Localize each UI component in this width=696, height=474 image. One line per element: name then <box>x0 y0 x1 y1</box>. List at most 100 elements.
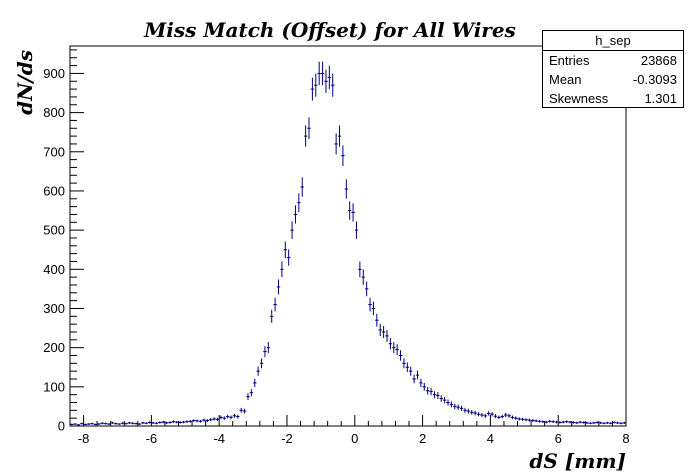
data-point <box>310 77 315 101</box>
data-point <box>371 301 376 316</box>
data-point <box>497 415 501 420</box>
data-point <box>141 421 145 424</box>
x-tick-label: 6 <box>555 431 562 446</box>
data-point <box>239 407 243 413</box>
data-point <box>198 419 203 423</box>
data-point <box>259 358 264 369</box>
data-point <box>409 366 413 376</box>
data-point <box>181 420 186 424</box>
data-point <box>544 420 549 424</box>
data-point <box>490 412 494 417</box>
data-point <box>205 419 209 422</box>
data-point <box>453 403 457 410</box>
data-point <box>527 418 532 422</box>
data-point <box>232 413 237 418</box>
data-point <box>175 420 179 424</box>
data-point <box>602 422 606 425</box>
data-point <box>520 417 525 421</box>
data-point <box>354 221 359 239</box>
x-tick-label: 4 <box>487 431 494 446</box>
stats-value: 23868 <box>640 53 677 68</box>
data-point <box>100 422 104 425</box>
data-point <box>76 424 81 426</box>
data-point <box>93 423 98 426</box>
data-point <box>554 420 559 424</box>
data-point <box>564 420 569 423</box>
y-tick-label: 500 <box>43 223 65 238</box>
data-point <box>178 421 182 424</box>
x-tick-label: -4 <box>213 431 225 446</box>
data-point <box>432 391 437 399</box>
data-point <box>219 415 223 420</box>
data-point <box>120 422 125 425</box>
data-points <box>70 61 626 426</box>
data-point <box>225 414 230 419</box>
data-point <box>246 393 250 401</box>
data-point <box>381 325 386 339</box>
data-point <box>314 73 318 97</box>
data-point <box>131 422 135 425</box>
data-point <box>534 419 538 423</box>
data-point <box>541 420 545 423</box>
data-point <box>273 297 277 312</box>
data-point <box>412 374 416 384</box>
data-point <box>283 241 287 259</box>
data-point <box>503 412 508 418</box>
data-point <box>303 125 308 147</box>
y-tick-label: 100 <box>43 379 65 394</box>
stats-label: Mean <box>549 72 582 87</box>
x-axis-label: dS [mm] <box>529 449 626 473</box>
data-point <box>612 421 616 424</box>
data-point <box>531 419 535 422</box>
data-point <box>398 350 403 361</box>
data-point <box>300 177 304 197</box>
data-point <box>307 117 311 140</box>
data-point <box>256 366 260 376</box>
y-tick-label: 200 <box>43 340 65 355</box>
data-point <box>568 420 572 424</box>
data-point <box>124 422 128 425</box>
data-point <box>436 391 440 399</box>
data-point <box>368 297 372 312</box>
data-point <box>158 421 162 424</box>
data-point <box>97 423 101 425</box>
stats-title: h_sep <box>543 31 683 51</box>
data-point <box>551 420 555 423</box>
stats-row-mean: Mean -0.3093 <box>543 70 683 89</box>
data-point <box>480 412 484 418</box>
x-tick-label: 8 <box>622 431 629 446</box>
data-point <box>561 420 565 424</box>
data-point <box>558 421 562 424</box>
data-point <box>185 420 189 423</box>
data-point <box>615 421 620 424</box>
data-point <box>253 378 257 388</box>
data-point <box>192 419 196 422</box>
data-point <box>327 65 332 90</box>
stats-value: 1.301 <box>644 91 677 106</box>
data-point <box>215 417 220 421</box>
data-point <box>487 411 491 416</box>
data-point <box>114 422 118 425</box>
data-point <box>507 413 511 418</box>
data-point <box>117 423 121 425</box>
stats-label: Skewness <box>549 91 609 106</box>
data-point <box>127 421 132 424</box>
data-point <box>500 414 504 419</box>
data-point <box>151 421 155 424</box>
data-point <box>463 407 467 413</box>
data-point <box>337 125 342 147</box>
data-point <box>90 422 94 425</box>
data-point <box>476 412 481 417</box>
data-point <box>581 421 586 424</box>
data-point <box>103 422 108 425</box>
data-point <box>470 409 474 415</box>
data-point <box>280 261 284 278</box>
data-point <box>422 382 426 391</box>
data-point <box>270 309 274 323</box>
data-point <box>425 387 430 395</box>
data-point <box>324 69 328 93</box>
data-point <box>320 61 325 86</box>
chart-title: Miss Match (Offset) for All Wires <box>143 18 516 42</box>
plot-frame <box>69 45 627 427</box>
data-point <box>385 329 389 342</box>
